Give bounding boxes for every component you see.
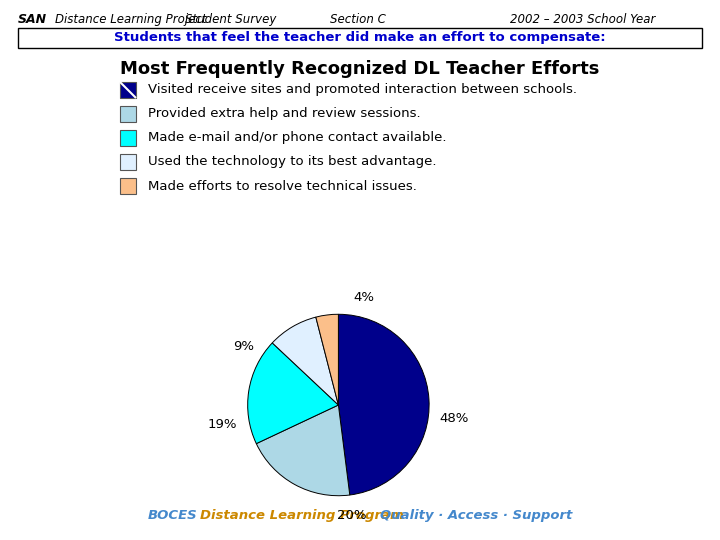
Wedge shape — [316, 314, 338, 405]
Text: BOCES: BOCES — [148, 509, 197, 522]
Text: Visited receive sites and promoted interaction between schools.: Visited receive sites and promoted inter… — [148, 84, 577, 97]
Text: Provided extra help and review sessions.: Provided extra help and review sessions. — [148, 107, 420, 120]
Text: 20%: 20% — [337, 509, 366, 522]
Bar — [120, 82, 136, 98]
Bar — [120, 178, 136, 194]
Bar — [18, 28, 702, 48]
Text: Quality · Access · Support: Quality · Access · Support — [380, 509, 572, 522]
Text: Made e-mail and/or phone contact available.: Made e-mail and/or phone contact availab… — [148, 132, 446, 145]
Wedge shape — [248, 343, 338, 444]
Text: Made efforts to resolve technical issues.: Made efforts to resolve technical issues… — [148, 179, 417, 192]
Bar — [120, 106, 136, 122]
Text: 9%: 9% — [233, 340, 253, 353]
Text: Used the technology to its best advantage.: Used the technology to its best advantag… — [148, 156, 436, 168]
Text: Students that feel the teacher did make an effort to compensate:: Students that feel the teacher did make … — [114, 31, 606, 44]
Wedge shape — [272, 317, 338, 405]
Wedge shape — [256, 405, 350, 496]
Text: 48%: 48% — [440, 412, 469, 425]
Text: Section C: Section C — [330, 13, 386, 26]
Text: SAN: SAN — [18, 13, 47, 26]
Text: 19%: 19% — [207, 418, 237, 431]
Text: Distance Learning Program: Distance Learning Program — [200, 509, 404, 522]
Wedge shape — [338, 314, 429, 495]
Bar — [120, 154, 136, 170]
Bar — [120, 130, 136, 146]
Text: Student Survey: Student Survey — [185, 13, 276, 26]
Text: Most Frequently Recognized DL Teacher Efforts: Most Frequently Recognized DL Teacher Ef… — [120, 60, 600, 78]
Text: 2002 – 2003 School Year: 2002 – 2003 School Year — [510, 13, 655, 26]
Text: 4%: 4% — [354, 292, 374, 305]
Text: Distance Learning Project: Distance Learning Project — [55, 13, 207, 26]
